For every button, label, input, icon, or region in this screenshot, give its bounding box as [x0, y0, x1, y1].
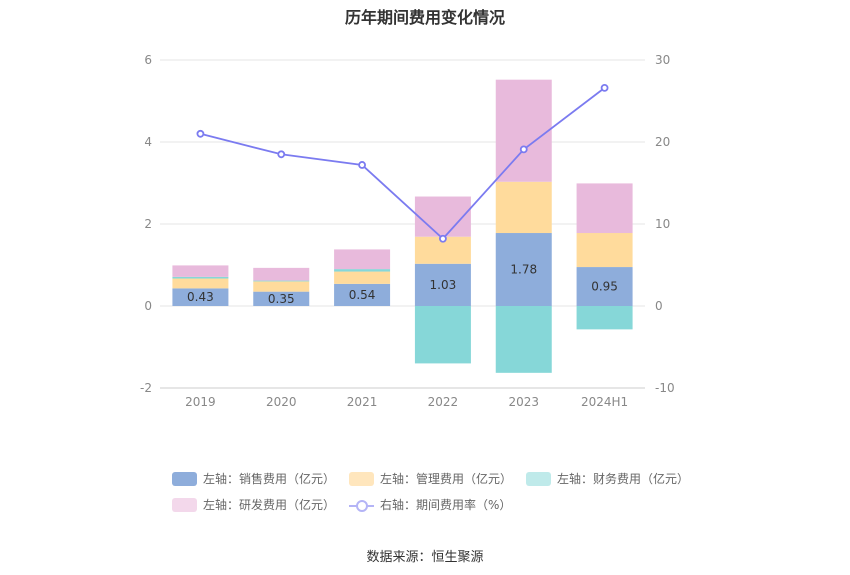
x-tick-label: 2023 — [508, 395, 539, 409]
data-labels: 0.43 0.35 0.54 1.03 1.78 0.95 — [187, 263, 618, 306]
y-left-tick-label: 4 — [144, 135, 152, 149]
y-right-tick-label: 20 — [655, 135, 670, 149]
y-right-tick-label: 10 — [655, 217, 670, 231]
data-label: 0.43 — [187, 290, 214, 304]
data-label: 0.95 — [591, 280, 618, 294]
bar-segment-s1-2020 — [253, 281, 309, 291]
legend-item-admin[interactable]: 左轴：管理费用（亿元） — [349, 470, 512, 487]
bar-segment-s2-2019 — [172, 277, 228, 279]
bar-segment-s2-2020 — [253, 281, 309, 282]
y-left-tick-label: -2 — [140, 381, 152, 395]
legend-item-finance[interactable]: 左轴：财务费用（亿元） — [526, 470, 689, 487]
x-tick-label: 2020 — [266, 395, 297, 409]
legend-item-sales[interactable]: 左轴：销售费用（亿元） — [172, 470, 335, 487]
y-right-tick-label: -10 — [655, 381, 675, 395]
legend-swatch-finance — [526, 472, 551, 486]
data-label: 0.35 — [268, 292, 295, 306]
bar-segment-s1-2024H1 — [577, 233, 633, 267]
data-label: 1.78 — [510, 263, 537, 277]
legend-label-finance: 左轴：财务费用（亿元） — [557, 470, 689, 487]
y-left-tick-label: 6 — [144, 53, 152, 67]
rate-point-2024H1 — [602, 85, 608, 91]
bars — [172, 80, 632, 373]
x-tick-label: 2019 — [185, 395, 216, 409]
bar-segment-s1-2019 — [172, 279, 228, 289]
bar-segment-s3-2021 — [334, 249, 390, 269]
x-tick-label: 2021 — [347, 395, 378, 409]
bar-segment-s1-2023 — [496, 182, 552, 233]
bar-segment-s3-2020 — [253, 268, 309, 281]
rate-point-2023 — [521, 146, 527, 152]
data-label: 0.54 — [349, 288, 376, 302]
expense-chart: 0.43 0.35 0.54 1.03 1.78 0.95 -2 0 2 4 6 -10 0 10 20 3… — [0, 0, 850, 460]
legend-swatch-admin — [349, 472, 374, 486]
legend-label-admin: 左轴：管理费用（亿元） — [380, 470, 512, 487]
bar-segment-s3-2019 — [172, 265, 228, 276]
rate-point-2019 — [197, 131, 203, 137]
legend-label-rate: 右轴：期间费用率（%） — [380, 496, 511, 513]
legend-item-rate[interactable]: 右轴：期间费用率（%） — [349, 496, 511, 513]
bar-segment-s2-2023 — [496, 306, 552, 373]
bar-segment-s2-2024H1 — [577, 306, 633, 329]
bar-segment-s3-2023 — [496, 80, 552, 182]
y-left-tick-label: 2 — [144, 217, 152, 231]
bar-segment-s3-2024H1 — [577, 183, 633, 233]
bar-segment-s2-2021 — [334, 269, 390, 271]
y-left-tick-label: 0 — [144, 299, 152, 313]
y-right-tick-label: 30 — [655, 53, 670, 67]
data-label: 1.03 — [430, 278, 457, 292]
legend-label-rd: 左轴：研发费用（亿元） — [203, 496, 335, 513]
legend-item-rd[interactable]: 左轴：研发费用（亿元） — [172, 496, 335, 513]
x-tick-label: 2022 — [428, 395, 459, 409]
data-source: 数据来源：恒生聚源 — [0, 546, 850, 565]
rate-point-2021 — [359, 162, 365, 168]
rate-point-2020 — [278, 151, 284, 157]
legend-swatch-rd — [172, 498, 197, 512]
legend-swatch-sales — [172, 472, 197, 486]
gridlines — [160, 60, 645, 388]
y-right-tick-label: 0 — [655, 299, 663, 313]
legend-label-sales: 左轴：销售费用（亿元） — [203, 470, 335, 487]
legend-swatch-rate — [349, 498, 374, 512]
legend: 左轴：销售费用（亿元） 左轴：管理费用（亿元） 左轴：财务费用（亿元） 左轴：研… — [172, 470, 712, 513]
bar-segment-s2-2022 — [415, 306, 471, 363]
bar-segment-s1-2021 — [334, 272, 390, 284]
rate-point-2022 — [440, 236, 446, 242]
x-tick-label: 2024H1 — [581, 395, 628, 409]
